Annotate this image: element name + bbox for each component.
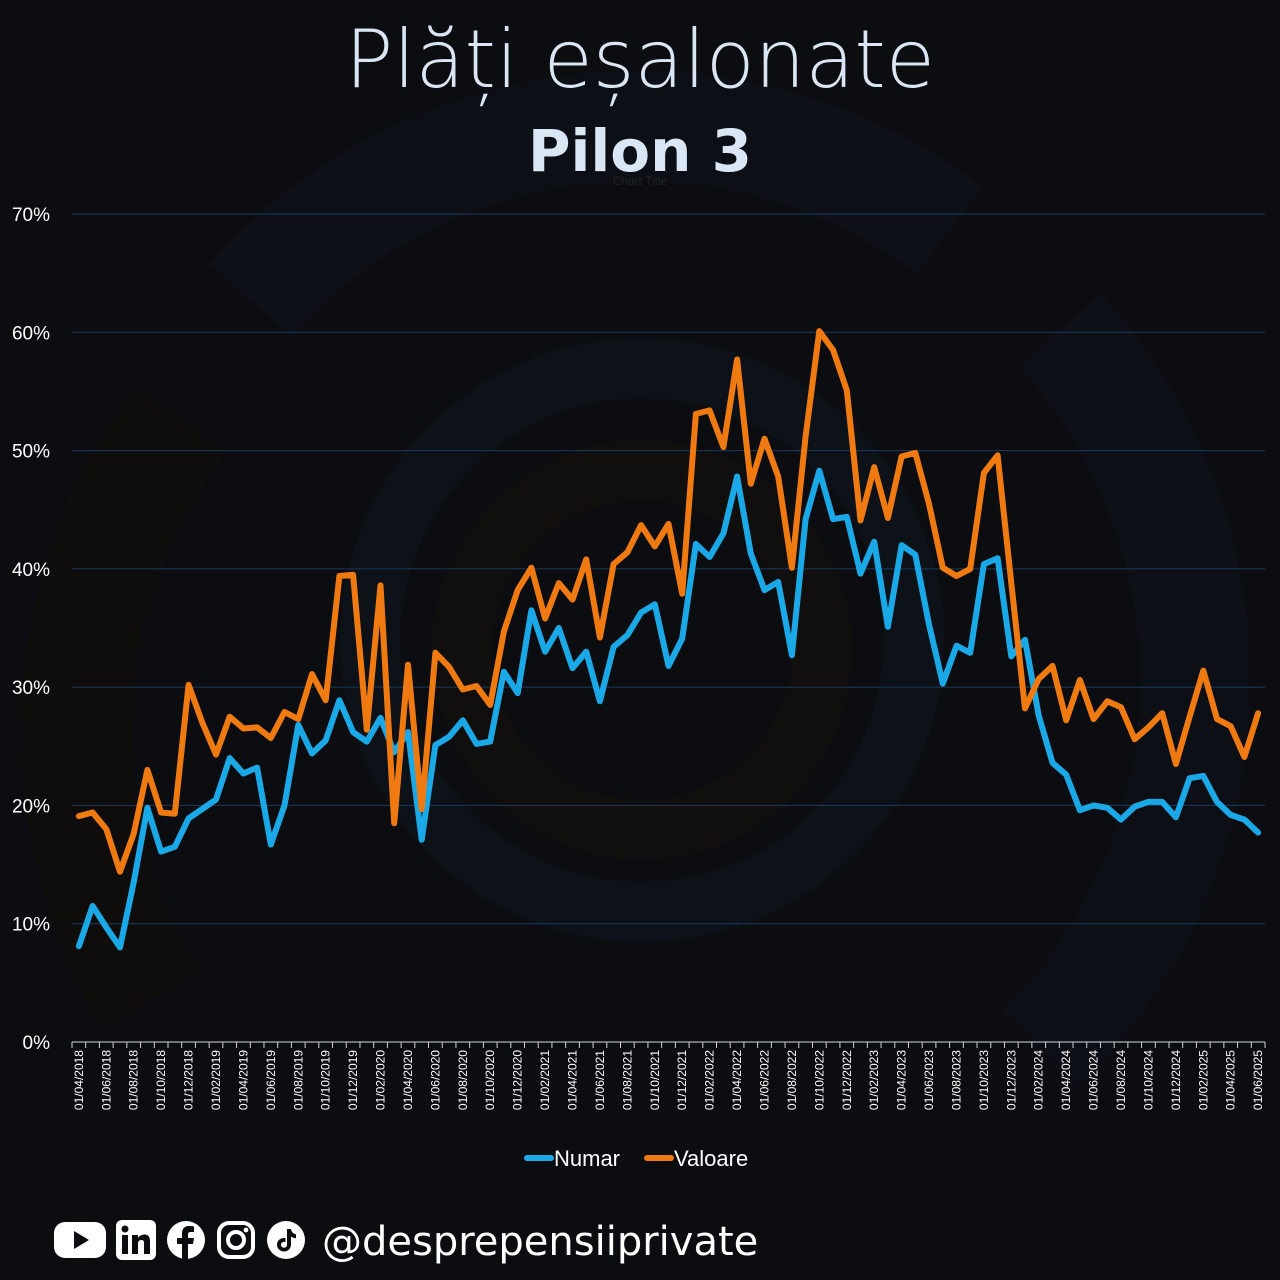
y-tick-label: 70% xyxy=(12,205,50,226)
y-tick-label: 40% xyxy=(12,560,50,581)
y-tick-label: 60% xyxy=(12,323,50,344)
instagram-icon[interactable] xyxy=(216,1220,256,1264)
x-tick-label: 01/08/2020 xyxy=(456,1050,470,1110)
page-title: Plăți eșalonate xyxy=(0,12,1280,108)
x-tick-label: 01/08/2023 xyxy=(949,1050,963,1110)
legend: Numar Valoare xyxy=(527,1146,748,1171)
x-tick-label: 01/02/2022 xyxy=(703,1050,717,1110)
x-tick-label: 01/08/2024 xyxy=(1114,1050,1128,1110)
legend-label-numar: Numar xyxy=(554,1146,620,1171)
x-tick-label: 01/10/2023 xyxy=(977,1050,991,1110)
x-tick-label: 01/06/2021 xyxy=(593,1050,607,1110)
x-tick-label: 01/12/2023 xyxy=(1004,1050,1018,1110)
x-tick-label: 01/08/2022 xyxy=(785,1050,799,1110)
x-tick-label: 01/06/2020 xyxy=(428,1050,442,1110)
x-tick-label: 01/10/2018 xyxy=(154,1050,168,1110)
x-tick-label: 01/06/2019 xyxy=(264,1050,278,1110)
y-tick-label: 0% xyxy=(23,1033,51,1054)
x-tick-label: 01/04/2019 xyxy=(236,1050,250,1110)
x-tick-label: 01/10/2021 xyxy=(648,1050,662,1110)
series-line-numar xyxy=(79,471,1258,948)
x-tick-label: 01/04/2025 xyxy=(1224,1050,1238,1110)
x-tick-label: 01/02/2021 xyxy=(538,1050,552,1110)
x-tick-label: 01/12/2020 xyxy=(511,1050,525,1110)
social-bar: @desprepensiiprivate xyxy=(54,1212,758,1272)
x-tick-label: 01/12/2024 xyxy=(1169,1050,1183,1110)
x-axis: 01/04/2018 01/06/2018 01/08/2018 01/10/2018… xyxy=(72,1042,1265,1110)
x-tick-label: 01/06/2023 xyxy=(922,1050,936,1110)
x-tick-label: 01/04/2023 xyxy=(895,1050,909,1110)
x-tick-label: 01/10/2019 xyxy=(319,1050,333,1110)
x-tick-label: 01/04/2018 xyxy=(72,1050,86,1110)
x-tick-label: 01/06/2022 xyxy=(757,1050,771,1110)
y-tick-label: 50% xyxy=(12,442,50,463)
x-tick-label: 01/12/2021 xyxy=(675,1050,689,1110)
legend-label-valoare: Valoare xyxy=(674,1146,748,1171)
watermark-logo xyxy=(76,126,1195,1050)
social-handle: @desprepensiiprivate xyxy=(322,1212,758,1272)
x-tick-label: 01/02/2020 xyxy=(374,1050,388,1110)
y-tick-label: 30% xyxy=(12,678,50,699)
x-tick-label: 01/02/2024 xyxy=(1032,1050,1046,1110)
x-tick-label: 01/12/2019 xyxy=(346,1050,360,1110)
y-tick-label: 20% xyxy=(12,796,50,817)
x-tick-label: 01/12/2018 xyxy=(182,1050,196,1110)
x-tick-label: 01/08/2018 xyxy=(127,1050,141,1110)
x-tick-label: 01/06/2018 xyxy=(99,1050,113,1110)
x-tick-label: 01/02/2023 xyxy=(867,1050,881,1110)
x-tick-label: 01/06/2024 xyxy=(1087,1050,1101,1110)
x-tick-label: 01/10/2020 xyxy=(483,1050,497,1110)
tiktok-icon[interactable] xyxy=(266,1220,306,1264)
x-tick-label: 01/12/2022 xyxy=(840,1050,854,1110)
x-tick-label: 01/02/2025 xyxy=(1196,1050,1210,1110)
x-tick-label: 01/08/2019 xyxy=(291,1050,305,1110)
linkedin-icon[interactable] xyxy=(116,1220,156,1264)
x-tick-label: 01/04/2021 xyxy=(566,1050,580,1110)
x-tick-label: 01/04/2020 xyxy=(401,1050,415,1110)
x-tick-label: 01/06/2025 xyxy=(1251,1050,1265,1110)
x-tick-label: 01/04/2024 xyxy=(1059,1050,1073,1110)
y-tick-label: 10% xyxy=(12,915,50,936)
x-tick-label: 01/08/2021 xyxy=(620,1050,634,1110)
x-tick-label: 01/10/2024 xyxy=(1141,1050,1155,1110)
x-tick-label: 01/04/2022 xyxy=(730,1050,744,1110)
facebook-icon[interactable] xyxy=(166,1220,206,1264)
x-tick-label: 01/02/2019 xyxy=(209,1050,223,1110)
x-tick-label: 01/10/2022 xyxy=(812,1050,826,1110)
youtube-icon[interactable] xyxy=(54,1220,106,1264)
chart: 0% 10% 20% 30% 40% 50% 60% 70% 01/04/2018 01/06/… xyxy=(0,0,1280,1280)
chart-title: Chart Title xyxy=(0,174,1280,188)
